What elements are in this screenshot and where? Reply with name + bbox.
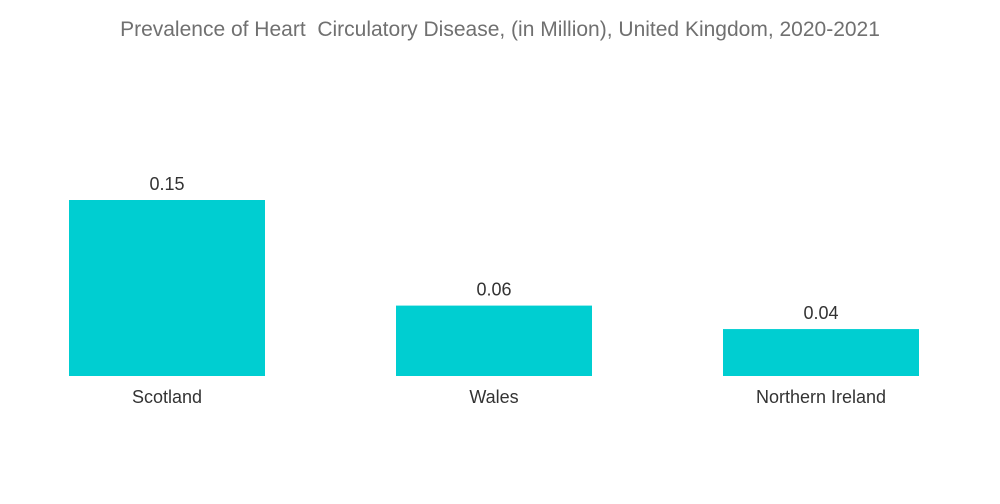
category-label-wales: Wales bbox=[469, 387, 518, 407]
value-label-wales: 0.06 bbox=[476, 280, 511, 300]
category-label-scotland: Scotland bbox=[132, 387, 202, 407]
bar-wales bbox=[396, 305, 592, 376]
category-label-northern-ireland: Northern Ireland bbox=[756, 387, 886, 407]
value-label-northern-ireland: 0.04 bbox=[803, 303, 838, 323]
bar-scotland bbox=[69, 200, 265, 376]
bars-layer: 0.15 Scotland 0.06 Wales 0.04 Northern Irelan… bbox=[69, 174, 919, 407]
chart-title: Prevalence of Heart Circulatory Disease,… bbox=[120, 18, 880, 41]
bar-northern-ireland bbox=[723, 329, 919, 376]
value-label-scotland: 0.15 bbox=[149, 174, 184, 194]
